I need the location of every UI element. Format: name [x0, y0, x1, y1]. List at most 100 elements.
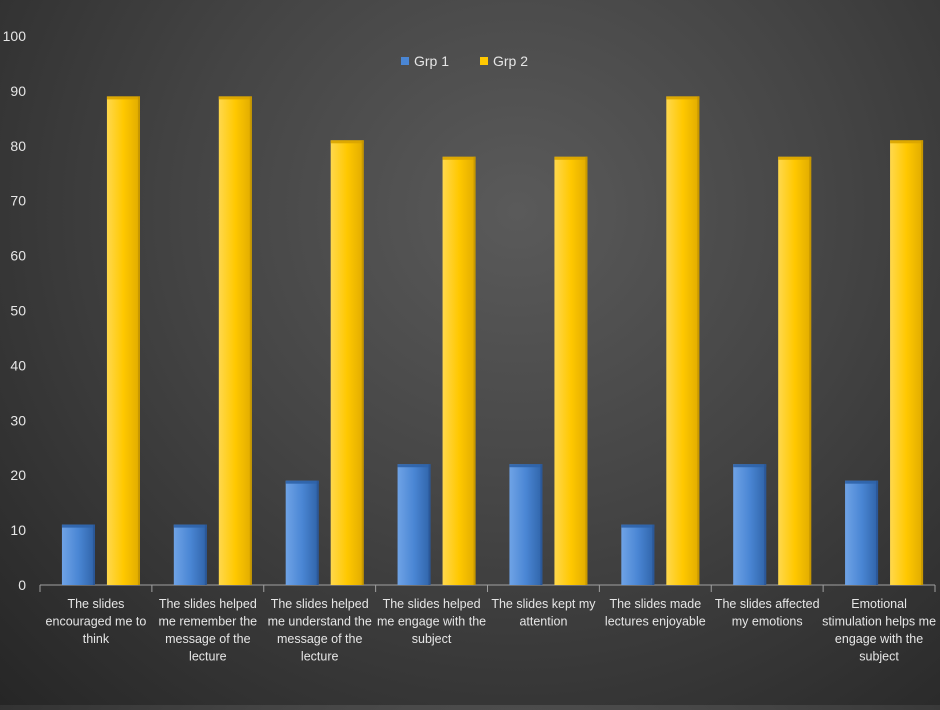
bar-side-edge	[137, 96, 140, 585]
x-tick-label-line: encouraged me to	[46, 615, 147, 629]
x-tick-label-line: lecture	[189, 650, 227, 664]
bar-grp1	[845, 480, 879, 585]
bar-top-edge	[733, 464, 767, 468]
bar-face	[285, 480, 319, 585]
x-tick-label-line: Emotional	[851, 597, 907, 611]
bar-side-edge	[764, 464, 767, 585]
y-tick-label: 20	[10, 467, 26, 483]
x-tick-label: The slides helped me engage with the subje…	[377, 597, 486, 646]
bar-top-edge	[554, 156, 588, 160]
legend-label: Grp 2	[493, 53, 528, 69]
bar-face	[173, 524, 207, 585]
bar-grp2	[106, 96, 140, 585]
y-tick-label: 80	[10, 138, 26, 154]
legend: Grp 1 Grp 2	[401, 53, 528, 69]
x-tick-label-line: me engage with the	[377, 615, 486, 629]
bar-side-edge	[92, 524, 95, 585]
bar-side-edge	[204, 524, 207, 585]
x-tick-label-line: me understand the	[268, 615, 372, 629]
y-tick-label: 100	[3, 28, 27, 44]
y-tick-label: 40	[10, 357, 26, 373]
bar-face	[106, 96, 140, 585]
bar-top-edge	[218, 96, 252, 100]
x-tick-label-line: The slides made	[609, 597, 701, 611]
bar-face	[397, 464, 431, 585]
y-tick-label: 30	[10, 412, 26, 428]
bar-side-edge	[697, 96, 700, 585]
x-tick-label-line: think	[83, 632, 110, 646]
bar-side-edge	[428, 464, 431, 585]
bar-side-edge	[473, 156, 476, 585]
bar-top-edge	[666, 96, 700, 100]
bar-face	[61, 524, 95, 585]
x-tick-label-line: me remember the	[158, 615, 257, 629]
bar-grp2	[554, 156, 588, 585]
bar-side-edge	[921, 140, 924, 585]
y-tick-label: 50	[10, 303, 26, 319]
x-tick-label-line: The slides kept my	[491, 597, 596, 611]
bar-face	[442, 156, 476, 585]
bar-top-edge	[173, 524, 207, 528]
bar-grp1	[621, 524, 655, 585]
x-axis: The slides encouraged me to think The slide…	[39, 584, 936, 664]
x-tick-label-line: subject	[859, 650, 899, 664]
x-tick-label: The slides helped me remember the message …	[158, 597, 257, 664]
bar-face	[845, 480, 879, 585]
x-tick-label-line: stimulation helps me	[822, 615, 936, 629]
bar-grp2	[330, 140, 364, 585]
bar-side-edge	[361, 140, 364, 585]
bar-grp1	[397, 464, 431, 585]
bar-face	[330, 140, 364, 585]
bar-top-edge	[621, 524, 655, 528]
bar-side-edge	[249, 96, 252, 585]
bar-top-edge	[330, 140, 364, 144]
y-tick-label: 0	[18, 577, 26, 593]
legend-label: Grp 1	[414, 53, 449, 69]
x-tick-label-line: my emotions	[732, 615, 803, 629]
bar-top-edge	[442, 156, 476, 160]
y-axis: 0 10 20 30 40 50 60 70 80 90 100	[3, 28, 27, 593]
legend-swatch	[401, 57, 409, 65]
bar-top-edge	[397, 464, 431, 468]
bar-side-edge	[652, 524, 655, 585]
x-tick-label: Emotional stimulation helps me engage with…	[822, 597, 936, 664]
bar-face	[733, 464, 767, 585]
x-tick-label-line: The slides helped	[271, 597, 369, 611]
x-tick-label: The slides kept my attention	[491, 597, 596, 629]
bar-grp1	[173, 524, 207, 585]
bar-grp2	[778, 156, 812, 585]
bar-face	[509, 464, 543, 585]
y-tick-label: 90	[10, 83, 26, 99]
x-tick-label-line: The slides	[67, 597, 124, 611]
bar-side-edge	[876, 480, 879, 585]
x-tick-label-line: attention	[519, 615, 567, 629]
bar-grp1	[733, 464, 767, 585]
x-tick-label: The slides affected my emotions	[715, 597, 820, 629]
bar-top-edge	[285, 480, 319, 484]
bar-side-edge	[540, 464, 543, 585]
bar-grp2	[442, 156, 476, 585]
x-tick-label-line: engage with the	[835, 632, 923, 646]
x-tick-label-line: message of the	[165, 632, 251, 646]
bar-grp1	[285, 480, 319, 585]
bar-face	[890, 140, 924, 585]
bar-top-edge	[845, 480, 879, 484]
x-tick-label-line: subject	[412, 632, 452, 646]
x-tick-label-line: lectures enjoyable	[605, 615, 706, 629]
y-tick-label: 10	[10, 522, 26, 538]
y-tick-label: 70	[10, 193, 26, 209]
bar-face	[554, 156, 588, 585]
x-tick-label: The slides helped me understand the messag…	[268, 597, 372, 664]
y-tick-label: 60	[10, 248, 26, 264]
bar-face	[621, 524, 655, 585]
bar-grp2	[218, 96, 252, 585]
bar-side-edge	[809, 156, 812, 585]
legend-swatch	[480, 57, 488, 65]
bar-grp1	[61, 524, 95, 585]
x-tick-label-line: The slides helped	[159, 597, 257, 611]
bar-side-edge	[316, 480, 319, 585]
bar-grp2	[890, 140, 924, 585]
bar-top-edge	[890, 140, 924, 144]
